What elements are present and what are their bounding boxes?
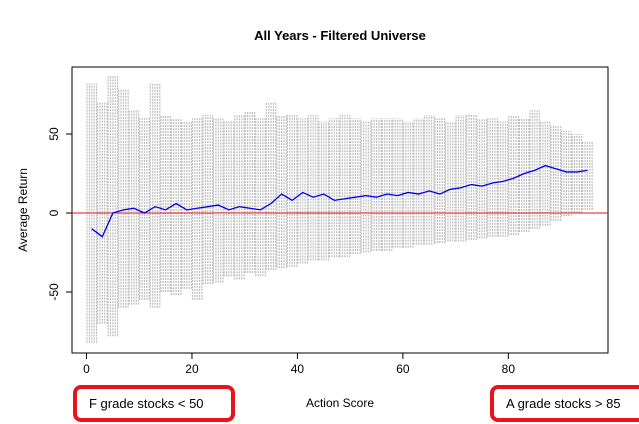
x-tick-label: 0	[83, 362, 90, 376]
x-tick-label: 80	[502, 362, 516, 376]
x-axis-label: Action Score	[306, 396, 374, 410]
average-line	[91, 164, 588, 238]
plot-frame	[71, 66, 609, 354]
x-tick-label: 60	[396, 362, 410, 376]
chart-title: All Years - Filtered Universe	[254, 28, 426, 43]
y-tick-label: 0	[47, 209, 61, 216]
annotation-box: A grade stocks > 85	[490, 385, 639, 422]
y-tick-label: -50	[47, 283, 61, 301]
y-axis-label: Average Return	[16, 168, 30, 252]
x-tick-label: 40	[291, 362, 305, 376]
annotation-box: F grade stocks < 50	[73, 385, 235, 422]
y-tick-label: 50	[47, 127, 61, 141]
x-tick-label: 20	[185, 362, 199, 376]
